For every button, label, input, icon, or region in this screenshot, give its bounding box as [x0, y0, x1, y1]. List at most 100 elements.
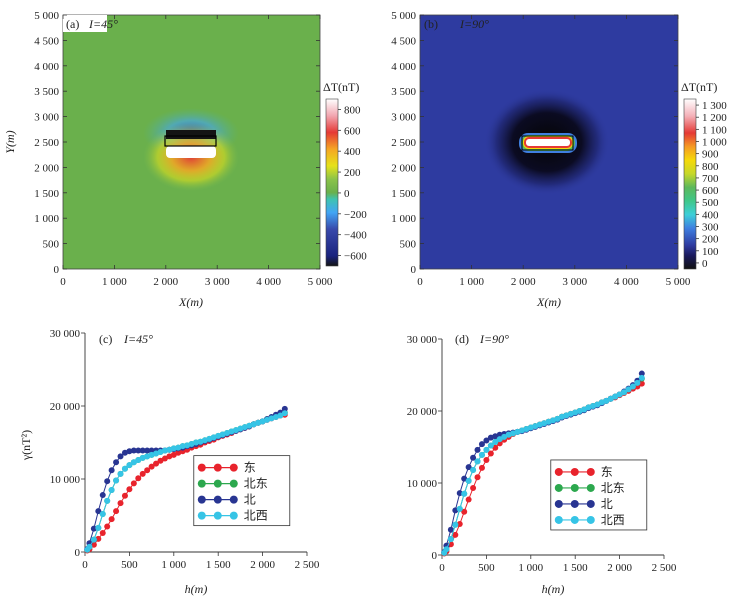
- panel-c: 0 500 1 000 1 500 2 000 2 500 0 10 000 20 000 30 …: [19, 328, 320, 596]
- inclination-label-b: I=90°: [459, 17, 489, 31]
- data-point-c-2: [126, 448, 133, 455]
- inclination-label-c: I=45°: [123, 332, 153, 346]
- data-point-d-2: [483, 437, 490, 444]
- colorbar-tick-label-b: 900: [702, 149, 719, 161]
- colorbar-tick-label-b: 1 200: [702, 112, 727, 124]
- data-point-d-3: [461, 490, 468, 497]
- data-point-c-3: [277, 412, 284, 419]
- data-point-d-0: [492, 444, 499, 451]
- panel-label-box-a: [63, 15, 107, 32]
- data-point-c-3: [179, 443, 186, 450]
- data-point-c-2: [135, 447, 142, 454]
- colorbar-tick-label-b: 500: [702, 197, 719, 209]
- legend-marker-d: [586, 499, 595, 508]
- colorbar-tick-label-b: 1 000: [702, 137, 727, 149]
- x-ticks-a: 0 1 000 2 000 3 000 4 000 5 000: [60, 15, 333, 288]
- x-tick-label-a: 3 000: [205, 276, 230, 288]
- y-tick-label-a: 2 500: [34, 137, 59, 149]
- legend-marker-c: [197, 479, 206, 488]
- colorbar-tick-label-b: 700: [702, 173, 719, 185]
- data-point-c-0: [144, 467, 151, 474]
- colorbar-tick-label-b: 200: [702, 234, 719, 246]
- data-point-d-0: [474, 474, 481, 481]
- data-point-c-3: [104, 497, 111, 504]
- y-tick-label-a: 4 000: [34, 61, 59, 73]
- y-tick-label-b: 4 000: [391, 61, 416, 73]
- x-tick-label-b: 0: [417, 276, 423, 288]
- x-tick-label-d: 2 000: [607, 562, 632, 574]
- data-point-d-3: [452, 521, 459, 528]
- data-point-d-2: [470, 454, 477, 461]
- data-point-c-2: [108, 467, 115, 474]
- data-point-d-3: [474, 458, 481, 465]
- colorbar-title-a: ΔT(nT): [323, 80, 359, 94]
- data-point-c-2: [117, 453, 124, 460]
- y-tick-label-b: 1 500: [391, 188, 416, 200]
- legend-marker-c: [229, 479, 238, 488]
- data-point-c-3: [130, 459, 137, 466]
- legend-marker-d: [570, 499, 579, 508]
- x-tick-label-d: 0: [439, 562, 445, 574]
- data-point-c-0: [130, 480, 137, 487]
- y-ticks-a: 0 500 1 000 1 500 2 000 2 500 3 000 3 500 4 000 4…: [34, 10, 320, 276]
- legend-marker-c: [197, 495, 206, 504]
- source-outline-b: [521, 135, 574, 151]
- data-point-d-3: [581, 406, 588, 413]
- legend-label-c: 东: [244, 461, 256, 475]
- data-point-d-2: [461, 475, 468, 482]
- data-point-c-3: [193, 439, 199, 446]
- data-point-d-3: [616, 391, 623, 398]
- data-point-c-3: [108, 486, 115, 493]
- legend-marker-c: [213, 463, 222, 472]
- data-point-c-3: [161, 447, 168, 454]
- data-point-c-0: [99, 530, 106, 537]
- data-point-c-3: [126, 462, 133, 469]
- data-point-c-3: [95, 524, 102, 531]
- y-tick-label-d: 10 000: [407, 478, 438, 490]
- colorbar-tick-label-a: 800: [344, 104, 361, 116]
- data-point-d-3: [496, 436, 503, 443]
- data-point-d-0: [483, 456, 490, 463]
- data-point-c-2: [95, 508, 102, 515]
- data-point-c-0: [108, 516, 115, 523]
- x-tick-label-b: 2 000: [511, 276, 536, 288]
- legend-marker-d: [570, 483, 579, 492]
- legend-label-c: 北西: [244, 509, 268, 523]
- panel-label-d: (d): [455, 332, 469, 346]
- legend-label-c: 北: [244, 493, 256, 507]
- x-axis-label-b: X(m): [536, 295, 561, 309]
- data-point-d-3: [594, 401, 601, 408]
- data-point-d-3: [554, 415, 561, 422]
- colorbar-tick-label-b: 300: [702, 222, 719, 234]
- data-point-c-0: [170, 451, 177, 458]
- data-point-d-0: [452, 531, 459, 538]
- data-point-d-2: [638, 370, 645, 377]
- data-point-c-0: [104, 523, 111, 530]
- y-tick-label-b: 3 000: [391, 112, 416, 124]
- y-tick-label-b: 4 500: [391, 35, 416, 47]
- y-tick-label-b: 5 000: [391, 10, 416, 22]
- panel-label-b: (b): [424, 17, 438, 31]
- data-point-c-0: [157, 457, 164, 464]
- y-tick-label-a: 3 500: [34, 86, 59, 98]
- y-tick-label-c: 30 000: [50, 328, 81, 340]
- panel-a: (a) I=45° 0 500 1 000 1 500 2 000 2 500 3 000 3…: [3, 10, 367, 309]
- legend-label-c: 北东: [244, 477, 268, 491]
- data-point-c-0: [161, 455, 168, 462]
- colorbar-tick-label-a: −400: [344, 230, 367, 242]
- data-point-d-2: [447, 526, 454, 533]
- data-point-c-3: [281, 410, 288, 417]
- anomaly-core-high-a: [166, 146, 216, 158]
- y-tick-label-b: 0: [411, 264, 417, 276]
- data-point-c-0: [139, 470, 146, 477]
- x-tick-label-c: 1 500: [206, 559, 231, 571]
- anomaly-core-b: [526, 139, 570, 146]
- data-point-c-3: [170, 445, 177, 452]
- y-tick-label-c: 10 000: [50, 474, 81, 486]
- data-point-d-3: [492, 438, 499, 445]
- legend-marker-d: [570, 515, 579, 524]
- data-point-c-2: [144, 447, 151, 454]
- y-tick-label-b: 500: [400, 239, 417, 251]
- legend-label-d: 北东: [601, 481, 625, 495]
